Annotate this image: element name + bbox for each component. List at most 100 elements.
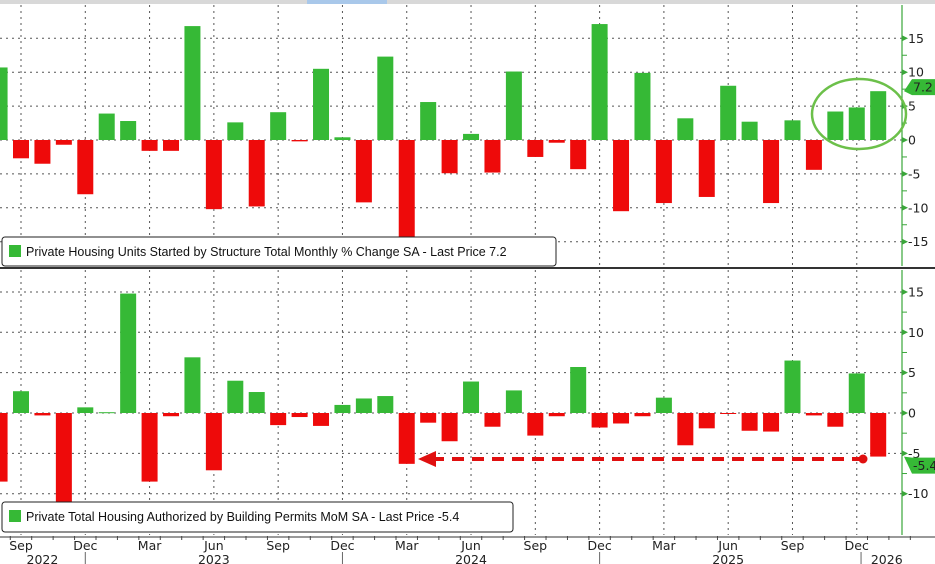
x-month-label: Dec bbox=[588, 538, 612, 553]
bar bbox=[205, 413, 222, 471]
last-price-tag bbox=[904, 79, 935, 96]
bar bbox=[291, 413, 308, 418]
legend-box bbox=[1, 236, 557, 267]
bar bbox=[505, 71, 522, 140]
bar bbox=[527, 413, 544, 436]
bar bbox=[484, 413, 501, 427]
y-tick bbox=[902, 450, 908, 457]
bar bbox=[77, 140, 94, 195]
bar bbox=[163, 140, 180, 151]
y-tick-label: 10 bbox=[908, 325, 924, 340]
bar bbox=[505, 390, 522, 413]
last-price-tag bbox=[904, 456, 935, 474]
bar bbox=[655, 140, 672, 204]
y-tick bbox=[902, 410, 908, 416]
bar bbox=[484, 140, 501, 173]
bar bbox=[334, 404, 351, 413]
bar bbox=[120, 293, 137, 413]
x-year-label: 2025 bbox=[712, 552, 744, 564]
bar bbox=[570, 140, 587, 170]
bar bbox=[355, 140, 372, 203]
bar bbox=[98, 113, 115, 140]
y-tick bbox=[902, 329, 908, 336]
bar bbox=[248, 392, 265, 413]
bar bbox=[591, 413, 608, 428]
bar bbox=[248, 140, 265, 207]
y-tick bbox=[902, 69, 908, 76]
y-tick bbox=[902, 35, 908, 42]
bar bbox=[741, 413, 758, 431]
y-tick bbox=[902, 170, 908, 177]
x-month-label: Dec bbox=[73, 538, 97, 553]
bar bbox=[784, 120, 801, 140]
y-tick bbox=[902, 204, 908, 211]
bar bbox=[698, 413, 715, 429]
legend-label: Private Total Housing Authorized by Buil… bbox=[26, 510, 459, 524]
x-month-label: Jun bbox=[203, 538, 224, 553]
bar bbox=[291, 140, 308, 142]
bar bbox=[827, 413, 844, 427]
bar bbox=[55, 413, 72, 506]
bar bbox=[827, 111, 844, 140]
bar bbox=[0, 413, 8, 482]
bar bbox=[613, 140, 630, 212]
bar bbox=[870, 413, 887, 457]
bar bbox=[355, 398, 372, 413]
last-price-tag-label: 7.2 bbox=[913, 80, 933, 95]
y-tick-label: 15 bbox=[908, 284, 924, 299]
bar bbox=[441, 413, 458, 442]
bar bbox=[34, 413, 51, 416]
x-month-label: Mar bbox=[395, 538, 419, 553]
bar bbox=[120, 121, 137, 140]
x-month-label: Dec bbox=[845, 538, 869, 553]
bar bbox=[698, 140, 715, 197]
bar bbox=[55, 140, 72, 145]
y-tick bbox=[902, 288, 908, 295]
x-year-label: 2026 bbox=[871, 552, 903, 564]
y-tick-label: -5 bbox=[908, 166, 920, 181]
bar bbox=[420, 413, 437, 423]
bar bbox=[34, 140, 51, 164]
bar bbox=[163, 413, 180, 417]
bar bbox=[13, 140, 29, 159]
x-month-label: Sep bbox=[524, 538, 548, 553]
y-tick-label: -15 bbox=[908, 234, 928, 249]
x-month-label: Mar bbox=[138, 538, 162, 553]
bar bbox=[141, 140, 158, 151]
bar bbox=[98, 412, 115, 414]
bar bbox=[548, 140, 565, 143]
y-tick bbox=[902, 137, 908, 143]
x-month-label: Mar bbox=[652, 538, 676, 553]
bar bbox=[591, 24, 608, 141]
bar bbox=[655, 397, 672, 413]
bar bbox=[441, 140, 458, 174]
bar bbox=[570, 367, 587, 413]
highlight-circle bbox=[810, 77, 908, 151]
y-tick-label: 10 bbox=[908, 65, 924, 80]
bar bbox=[205, 140, 222, 210]
bar bbox=[227, 380, 244, 413]
bar bbox=[184, 357, 201, 413]
y-tick-label: 5 bbox=[908, 365, 916, 380]
x-year-label: 2024 bbox=[455, 552, 487, 564]
bar bbox=[377, 396, 394, 413]
bar bbox=[270, 413, 287, 426]
bar bbox=[848, 373, 865, 413]
y-tick bbox=[902, 490, 908, 497]
y-tick-label: -10 bbox=[908, 200, 928, 215]
bar bbox=[463, 381, 480, 413]
permits-panel: 15 10 5 0 -5 -10 -5.4 Private Total Housing Aut… bbox=[0, 270, 935, 538]
bar bbox=[313, 413, 330, 426]
starts-panel: 15 10 5 0 -5 -10 -15 7.2 Private Housing Units S… bbox=[0, 5, 935, 269]
bar bbox=[420, 102, 437, 140]
x-month-label: Sep bbox=[9, 538, 33, 553]
bar bbox=[77, 407, 94, 413]
bar bbox=[141, 413, 158, 482]
y-tick-label: -10 bbox=[908, 486, 928, 501]
arrow-head-icon bbox=[418, 451, 436, 467]
bar bbox=[720, 413, 737, 414]
bar bbox=[0, 67, 8, 140]
toolbar-tab-active bbox=[307, 0, 387, 4]
arrow-origin-dot bbox=[858, 454, 868, 464]
